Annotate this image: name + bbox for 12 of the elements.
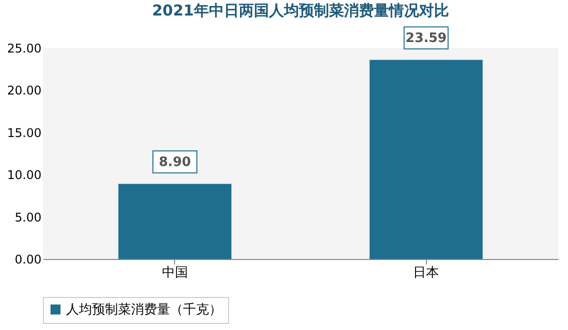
- x-tick-label: 中国: [162, 266, 188, 280]
- y-tick-label: 10.00: [7, 168, 42, 182]
- y-tick-label: 5.00: [14, 210, 42, 224]
- data-label: 23.59: [406, 30, 447, 46]
- legend-label: 人均预制菜消费量（千克）: [66, 302, 222, 318]
- chart-title: 2021年中日两国人均预制菜消费量情况对比: [152, 1, 449, 20]
- y-tick-label: 0.00: [14, 252, 42, 266]
- y-tick-label: 15.00: [7, 126, 42, 140]
- y-tick-label: 25.00: [7, 42, 42, 56]
- y-tick-label: 20.00: [7, 84, 42, 98]
- data-label: 8.90: [158, 154, 191, 170]
- x-tick-label: 日本: [413, 266, 440, 280]
